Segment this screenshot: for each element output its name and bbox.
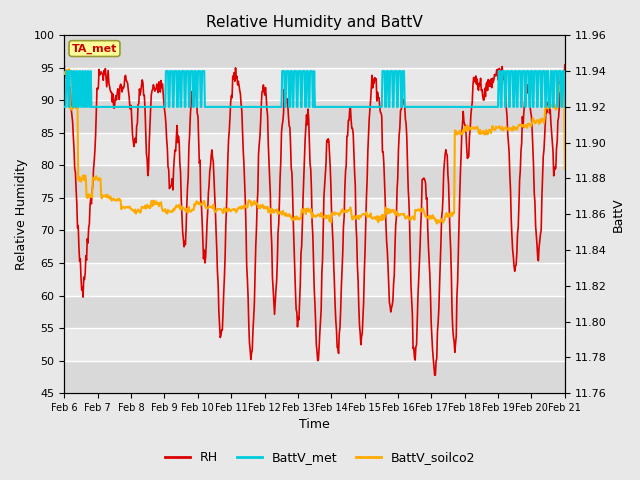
RH [561, 62, 569, 68]
RH [121, 74, 129, 80]
BattV_met [390, 68, 398, 74]
Bar [64, 296, 565, 328]
BattV_soilco2 [70, 103, 78, 108]
RH [390, 281, 397, 287]
X-axis label: Time: Time [299, 419, 330, 432]
RH [172, 148, 179, 154]
BattV_soilco2 [65, 66, 73, 72]
BattV_soilco2 [199, 201, 207, 206]
BattV_met [173, 68, 180, 74]
BattV_met [63, 68, 70, 74]
Text: TA_met: TA_met [72, 43, 117, 54]
Line: BattV_met: BattV_met [64, 71, 565, 107]
BattV_met [60, 104, 68, 110]
BattV_met [199, 68, 207, 74]
Line: BattV_soilco2: BattV_soilco2 [64, 69, 565, 224]
Bar [64, 230, 565, 263]
RH [60, 63, 68, 69]
RH [431, 372, 438, 378]
BattV_met [376, 104, 383, 110]
BattV_soilco2 [561, 166, 569, 172]
Title: Relative Humidity and BattV: Relative Humidity and BattV [206, 15, 423, 30]
BattV_met [561, 104, 569, 110]
BattV_soilco2 [173, 203, 180, 208]
BattV_soilco2 [122, 204, 129, 210]
RH [375, 95, 383, 100]
Bar [64, 360, 565, 393]
Bar [64, 100, 565, 133]
BattV_met [70, 68, 78, 74]
RH [70, 134, 77, 140]
BattV_soilco2 [390, 209, 398, 215]
BattV_soilco2 [433, 221, 440, 227]
Y-axis label: BattV: BattV [612, 197, 625, 231]
Bar [64, 166, 565, 198]
BattV_met [122, 104, 129, 110]
RH [198, 218, 206, 224]
BattV_soilco2 [376, 216, 383, 222]
BattV_soilco2 [60, 71, 68, 77]
Y-axis label: Relative Humidity: Relative Humidity [15, 158, 28, 270]
Bar [64, 36, 565, 68]
Legend: RH, BattV_met, BattV_soilco2: RH, BattV_met, BattV_soilco2 [159, 446, 481, 469]
Line: RH: RH [64, 65, 565, 375]
